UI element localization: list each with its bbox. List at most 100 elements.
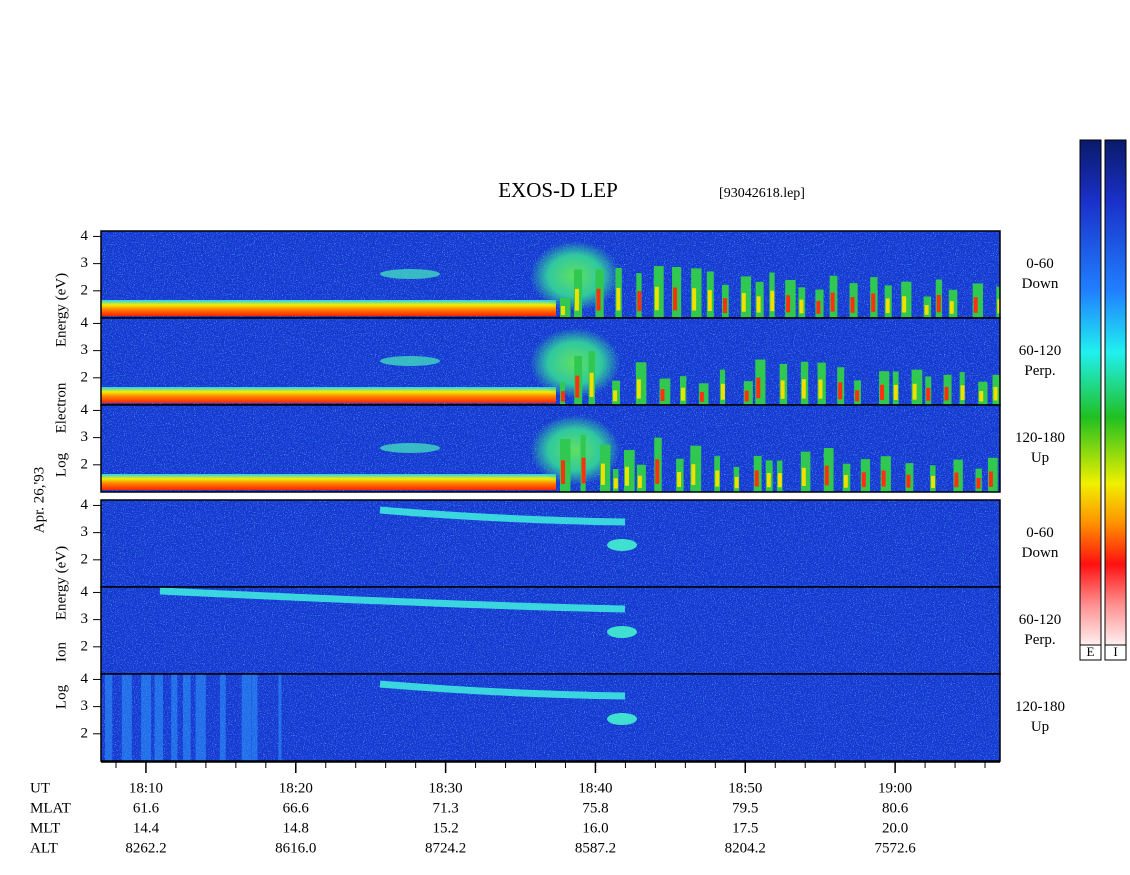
electron-burst-core xyxy=(680,387,685,401)
x-tick-label: 18:30 xyxy=(429,780,463,796)
electron-burst xyxy=(880,456,891,492)
y-tick-label: 4 xyxy=(81,671,89,687)
colorbar-label-box xyxy=(1079,644,1102,661)
panel-label: 0-60 xyxy=(1026,256,1054,272)
electron-burst-core xyxy=(636,379,641,399)
electron-burst-core xyxy=(707,290,712,312)
electron-burst-core xyxy=(949,301,954,314)
electron-burst-core xyxy=(973,297,978,313)
electron-burst-core xyxy=(575,375,580,398)
y-axis-label: Log xyxy=(53,684,69,709)
electron-burst-core xyxy=(692,288,697,311)
x-tick-label: 18:50 xyxy=(728,780,762,796)
panel-noise xyxy=(101,674,1000,761)
panel-label: Up xyxy=(1031,450,1049,466)
electron-burst-core xyxy=(581,457,586,484)
electron-burst-core xyxy=(770,290,775,312)
table-value: 7572.6 xyxy=(874,840,916,856)
electron-arc xyxy=(380,356,440,366)
colorbar-label: I xyxy=(1113,644,1117,659)
table-value: 61.6 xyxy=(133,800,160,816)
electron-burst-core xyxy=(589,372,594,397)
ion-streak xyxy=(171,674,178,761)
table-value: 71.3 xyxy=(432,800,458,816)
electron-burst-core xyxy=(786,295,791,313)
colorbar xyxy=(1104,139,1127,646)
electron-burst-core xyxy=(780,380,785,399)
panel-label: Up xyxy=(1031,719,1049,735)
y-axis-label: Energy (eV) xyxy=(53,546,69,620)
electron-burst-core xyxy=(574,288,579,311)
electron-burst-core xyxy=(912,383,917,400)
table-value: 20.0 xyxy=(882,820,908,836)
y-tick-label: 2 xyxy=(81,456,89,472)
ion-streak xyxy=(182,674,191,761)
ion-streak xyxy=(121,674,132,761)
ion-streak xyxy=(105,674,113,761)
ion-streak xyxy=(154,674,164,761)
electron-burst-core xyxy=(944,386,949,401)
electron-burst-core xyxy=(871,293,876,312)
electron-burst-core xyxy=(838,382,843,400)
electron-burst xyxy=(690,445,702,492)
table-value: 14.8 xyxy=(283,820,309,836)
ion-arc xyxy=(159,587,626,613)
y-axis-label: Ion xyxy=(53,642,69,662)
electron-cloud xyxy=(530,415,620,485)
electron-burst-core xyxy=(976,477,981,489)
ion-streak xyxy=(141,674,152,761)
table-value: 17.5 xyxy=(732,820,758,836)
colorbar xyxy=(1079,139,1102,646)
electron-burst-core xyxy=(691,464,696,486)
table-row-label: ALT xyxy=(30,840,58,856)
electron-burst-core xyxy=(843,475,848,488)
electron-burst xyxy=(623,450,635,492)
chart-title: EXOS-D LEP xyxy=(498,178,618,202)
electron-burst-core xyxy=(600,463,605,485)
panel-label: 120-180 xyxy=(1015,430,1065,446)
table-value: 15.2 xyxy=(432,820,458,836)
electron-burst-core xyxy=(673,287,678,311)
electron-burst-core xyxy=(885,298,890,314)
electron-burst-core xyxy=(654,286,659,311)
electron-burst-core xyxy=(660,389,665,402)
electron-burst xyxy=(755,359,766,405)
electron-burst-core xyxy=(906,474,911,488)
panel-label: Down xyxy=(1022,276,1059,292)
electron-burst-core xyxy=(756,377,761,399)
y-tick-label: 2 xyxy=(81,551,89,567)
electron-burst-core xyxy=(766,472,771,488)
panel-noise xyxy=(101,500,1000,587)
electron-burst-core xyxy=(824,465,829,486)
spectrogram-panel xyxy=(101,231,1000,318)
y-tick-label: 3 xyxy=(81,342,89,358)
electron-burst xyxy=(901,281,912,318)
electron-burst-core xyxy=(816,300,821,314)
date-label: Apr. 26,'93 xyxy=(31,467,47,533)
y-tick-label: 2 xyxy=(81,282,89,298)
electron-burst-core xyxy=(561,460,565,485)
spectrogram-panel xyxy=(101,500,1000,587)
electron-burst-core xyxy=(801,467,806,486)
panel-label: Perp. xyxy=(1024,363,1055,379)
electron-burst-core xyxy=(637,475,642,488)
electron-burst-core xyxy=(722,298,727,314)
electron-band xyxy=(101,387,556,403)
electron-burst-core xyxy=(993,386,998,401)
y-tick-label: 4 xyxy=(81,228,89,244)
panel-frame xyxy=(100,673,1001,762)
electron-burst-core xyxy=(777,473,782,488)
y-axis-label: Energy (eV) xyxy=(53,273,69,347)
electron-burst-core xyxy=(715,470,720,487)
table-row-label: MLAT xyxy=(30,800,71,816)
electron-burst-core xyxy=(997,299,1000,314)
spectrogram-panel xyxy=(101,674,1000,761)
electron-burst-core xyxy=(561,305,565,315)
electron-burst-core xyxy=(881,470,886,487)
electron-burst-core xyxy=(880,384,885,400)
y-tick-label: 2 xyxy=(81,369,89,385)
spectrogram-panel xyxy=(101,405,1000,492)
electron-burst-core xyxy=(988,471,993,487)
panel-label: Perp. xyxy=(1024,632,1055,648)
electron-burst-core xyxy=(720,383,725,400)
